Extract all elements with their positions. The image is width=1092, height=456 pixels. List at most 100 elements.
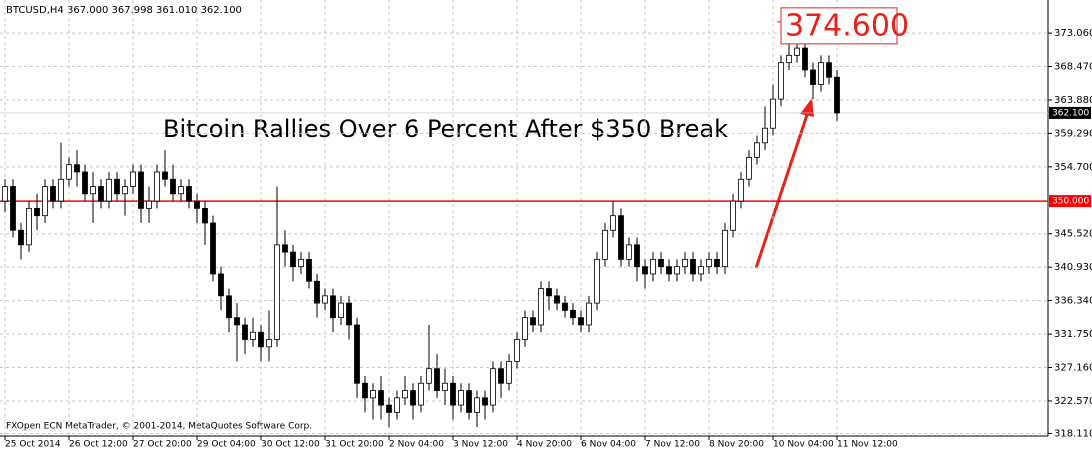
candle-body [338, 302, 344, 319]
x-tick-label: 4 Nov 20:00 [517, 440, 572, 450]
candle-body [386, 404, 392, 413]
candle-body [202, 207, 208, 224]
candle-body [18, 229, 24, 246]
y-tick-label: 368.470 [1054, 62, 1092, 73]
candle-body [666, 266, 672, 275]
x-tick-label: 10 Nov 04:00 [773, 440, 834, 450]
candle-body [418, 382, 424, 406]
chart-subtitle: BTCUSD,H4 367.000 367.998 361.010 362.10… [6, 5, 242, 16]
candle-body [122, 186, 128, 195]
candle-body [674, 266, 680, 275]
y-tick-label: 340.930 [1054, 262, 1092, 273]
candle-body [618, 215, 624, 260]
candle-body [242, 324, 248, 340]
x-tick-label: 31 Oct 20:00 [325, 440, 384, 450]
candle-body [706, 258, 712, 268]
candle-body [626, 244, 632, 260]
y-tick-label: 363.880 [1054, 95, 1092, 106]
y-tick-label: 354.700 [1054, 162, 1092, 173]
candle-body [834, 76, 840, 114]
candle-body [522, 317, 528, 340]
candle-body [826, 62, 832, 78]
x-tick-label: 8 Nov 20:00 [709, 440, 764, 450]
candle-body [586, 302, 592, 326]
candle-body [634, 244, 640, 268]
candle-body [42, 186, 48, 217]
candle-body [106, 178, 112, 202]
candle-body [810, 69, 816, 85]
candle-body [146, 200, 152, 209]
candle-body [314, 280, 320, 304]
candle-body [130, 171, 136, 187]
candle-body [578, 317, 584, 326]
candle-body [450, 382, 456, 406]
candle-body [538, 288, 544, 326]
candle-body [546, 288, 552, 297]
candle-body [722, 229, 728, 268]
x-tick-label: 11 Nov 12:00 [837, 440, 898, 450]
footer: FXOpen ECN MetaTrader, © 2001-2014, Meta… [6, 422, 312, 432]
y-tick-label: 359.290 [1054, 128, 1092, 139]
x-tick-label: 30 Oct 12:00 [261, 440, 320, 450]
arrow-head [800, 98, 814, 117]
price-label: 362.100 [1052, 108, 1089, 118]
candle-body [506, 360, 512, 384]
candle-body [162, 171, 168, 180]
candle-body [746, 156, 752, 180]
peak-label-box [780, 7, 898, 45]
candle-body [698, 266, 704, 275]
candle-body [282, 244, 288, 253]
candle-body [714, 258, 720, 268]
candle-body [354, 324, 360, 384]
x-tick-label: 3 Nov 12:00 [453, 440, 508, 450]
y-tick-label: 318.110 [1054, 428, 1092, 439]
candle-body [346, 302, 352, 326]
candle-body [82, 171, 88, 195]
candle-body [26, 207, 32, 246]
candle-body [458, 390, 464, 406]
candle-body [658, 258, 664, 268]
arrow [754, 111, 810, 269]
candle-body [210, 222, 216, 275]
candle-body [426, 368, 432, 384]
candle-body [402, 390, 408, 399]
candle-body [274, 244, 280, 340]
candle-body [434, 368, 440, 391]
x-tick-label: 6 Nov 04:00 [581, 440, 636, 450]
candle-body [34, 207, 40, 217]
candle-body [514, 339, 520, 362]
candle-body [114, 178, 120, 195]
candle-body [778, 62, 784, 100]
x-tick-label: 27 Oct 20:00 [133, 440, 192, 450]
candle-body [298, 258, 304, 268]
x-tick-label: 7 Nov 12:00 [645, 440, 700, 450]
y-tick-label: 331.750 [1054, 329, 1092, 340]
candle-body [394, 397, 400, 413]
x-tick-label: 25 Oct 2014 [5, 440, 61, 450]
x-tick-label: 29 Oct 04:00 [197, 440, 256, 450]
y-tick-label: 327.160 [1054, 363, 1092, 374]
candle-body [186, 186, 192, 202]
level-label: 350.000 [1052, 197, 1089, 207]
candle-body [98, 186, 104, 202]
candle-body [442, 382, 448, 391]
price-label-box [1049, 106, 1091, 119]
candle-body [362, 382, 368, 399]
candle-body [738, 178, 744, 202]
candle-body [58, 178, 64, 202]
candle-body [50, 186, 56, 202]
candle-body [490, 368, 496, 406]
candle-body [530, 317, 536, 326]
candle-body [2, 186, 8, 202]
candle-body [562, 302, 568, 311]
candle-body [170, 178, 176, 195]
candle-body [786, 54, 792, 64]
candle-body [138, 171, 144, 209]
candle-body [218, 273, 224, 297]
candle-body [266, 339, 272, 348]
peak-label: 374.600 [785, 8, 909, 43]
candle-body [378, 390, 384, 406]
candle-body [194, 200, 200, 209]
